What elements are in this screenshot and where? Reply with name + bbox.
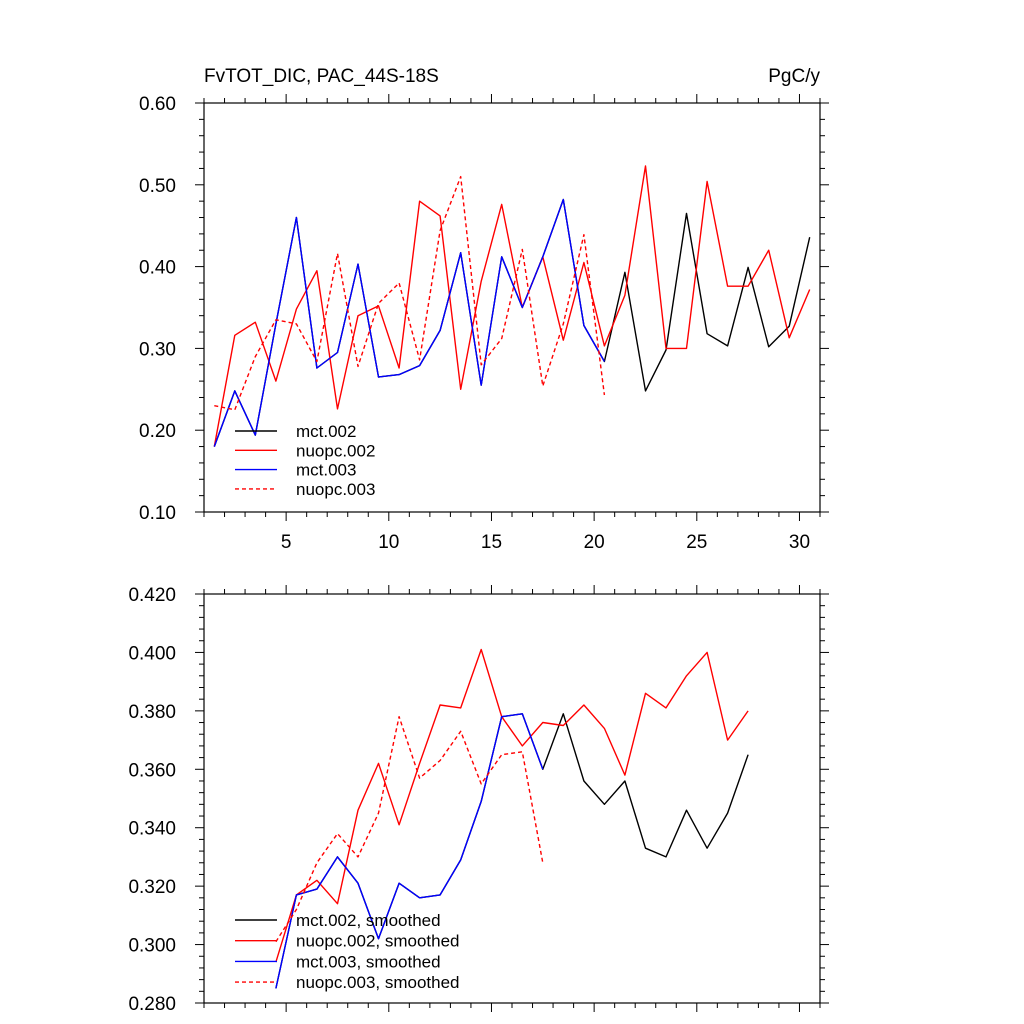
legend-label: nuopc.002	[296, 441, 375, 460]
legend-label: nuopc.002, smoothed	[296, 932, 460, 951]
series-line	[275, 713, 544, 989]
legend-label: mct.003	[296, 461, 356, 480]
x-tick-label: 30	[789, 532, 810, 553]
y-tick-label: 0.360	[128, 760, 176, 781]
series-line	[213, 198, 811, 447]
y-tick-label: 0.280	[128, 994, 176, 1015]
y-tick-label: 0.380	[128, 702, 176, 723]
legend-label: nuopc.003, smoothed	[296, 973, 460, 992]
y-tick-label: 0.400	[128, 643, 176, 664]
x-tick-label: 5	[281, 532, 292, 553]
series-line	[213, 198, 606, 447]
y-tick-label: 0.10	[139, 503, 176, 524]
y-tick-label: 0.60	[139, 94, 176, 115]
chart-title: FvTOT_DIC, PAC_44S-18S	[204, 66, 439, 87]
y-tick-label: 0.40	[139, 258, 176, 279]
series-line	[275, 716, 544, 943]
legend-label: mct.002	[296, 422, 356, 441]
y-tick-label: 0.50	[139, 176, 176, 197]
x-tick-label: 25	[686, 532, 707, 553]
y-tick-label: 0.340	[128, 819, 176, 840]
bottom-panel: 0.280 0.300 0.320 0.340 0.360 0.380 0.400 0.420…	[128, 585, 829, 1015]
legend-label: mct.002, smoothed	[296, 911, 441, 930]
y-tick-label: 0.420	[128, 585, 176, 606]
legend-label: nuopc.003	[296, 480, 375, 499]
x-tick-label: 15	[481, 532, 502, 553]
top-panel: FvTOT_DIC, PAC_44S-18S PgC/y 5 10 15 20 25 30…	[139, 66, 829, 553]
y-tick-label: 0.30	[139, 339, 176, 360]
series-line	[275, 648, 749, 963]
units-label: PgC/y	[768, 66, 820, 87]
x-tick-label: 10	[378, 532, 399, 553]
y-tick-label: 0.300	[128, 936, 176, 957]
legend-label: mct.003, smoothed	[296, 952, 441, 971]
series-line	[213, 165, 811, 447]
y-tick-label: 0.320	[128, 877, 176, 898]
y-tick-label: 0.20	[139, 421, 176, 442]
series-line	[214, 175, 606, 411]
x-tick-label: 20	[584, 532, 605, 553]
